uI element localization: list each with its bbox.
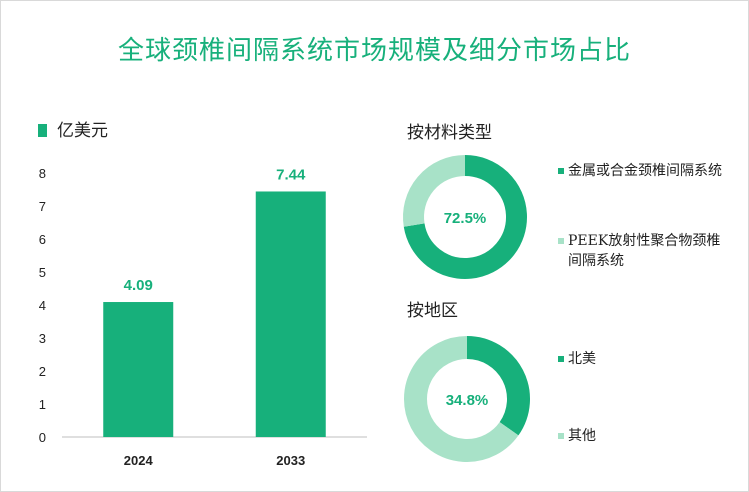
legend-item-peek: PEEK放射性聚合物颈椎间隔系统 (558, 231, 728, 271)
legend-swatch-other (558, 433, 564, 439)
donut-center-label-material: 72.5% (444, 210, 487, 227)
donut-slice-region-0 (466, 336, 530, 436)
donut-slice-material-1 (403, 155, 466, 227)
chart-title: 全球颈椎间隔系统市场规模及细分市场占比 (117, 36, 631, 66)
legend-swatch-metal (558, 168, 564, 174)
legend-item-other: 其他 (558, 426, 728, 446)
y-tick-label: 2 (39, 364, 46, 379)
y-tick-label: 4 (39, 298, 46, 313)
donut-slice-region-1 (404, 336, 519, 462)
x-tick-label: 2024 (124, 453, 154, 468)
region-donut-title: 按地区 (407, 301, 458, 321)
bar-unit-label: 亿美元 (57, 121, 108, 141)
legend-label-other: 其他 (568, 428, 596, 444)
bar-2024 (103, 302, 174, 437)
bar-legend: 亿美元 (38, 116, 108, 141)
y-tick-label: 7 (39, 199, 46, 214)
y-tick-label: 5 (39, 265, 46, 280)
legend-item-north-america: 北美 (558, 349, 728, 369)
legend-swatch-peek (558, 238, 564, 244)
y-tick-label: 6 (39, 232, 46, 247)
donut-center-label-region: 34.8% (446, 392, 489, 409)
legend-label-peek: PEEK放射性聚合物颈椎间隔系统 (568, 233, 721, 269)
legend-label-north-america: 北美 (568, 351, 596, 367)
y-tick-label: 3 (39, 331, 46, 346)
bar-value-label: 7.44 (276, 166, 306, 183)
legend-swatch-north-america (558, 356, 564, 362)
material-donut-title: 按材料类型 (407, 123, 492, 143)
bar-value-label: 4.09 (124, 277, 153, 294)
bar-2033 (255, 191, 326, 437)
y-tick-label: 1 (39, 397, 46, 412)
bar-legend-swatch (38, 124, 47, 137)
legend-item-metal: 金属或合金颈椎间隔系统 (558, 161, 728, 181)
y-tick-label: 0 (39, 430, 46, 445)
x-tick-label: 2033 (276, 453, 305, 468)
legend-label-metal: 金属或合金颈椎间隔系统 (568, 163, 722, 179)
y-tick-label: 8 (39, 166, 46, 181)
donut-slice-material-0 (403, 155, 527, 279)
